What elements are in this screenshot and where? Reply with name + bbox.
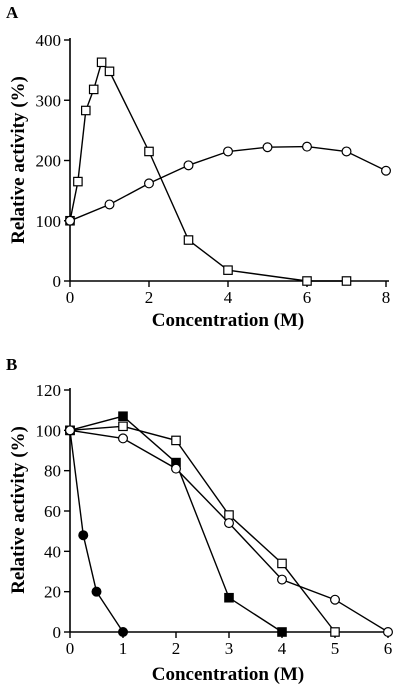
series-line — [69, 145, 387, 222]
x-tick-label: 2 — [145, 288, 154, 307]
y-tick-label: 120 — [36, 381, 62, 400]
panel-a-series — [64, 57, 392, 286]
data-point-open-circle — [117, 433, 128, 444]
data-point-open-square — [73, 176, 83, 187]
x-tick-label: 3 — [225, 639, 234, 658]
x-tick-label: 6 — [303, 288, 312, 307]
data-point-open-square — [96, 57, 107, 68]
panel-a-ylabel: Relative activity (%) — [8, 76, 29, 244]
series-open-circle — [64, 425, 394, 637]
series-filled-square — [65, 411, 287, 637]
data-point-open-square — [302, 276, 312, 286]
x-tick-label: 2 — [172, 639, 181, 658]
data-point-open-circle — [330, 594, 341, 605]
x-tick-label: 1 — [119, 639, 128, 658]
panel-a-xlabel: Concentration (M) — [152, 310, 305, 331]
panel-a-letter: A — [6, 3, 19, 22]
data-point-open-circle — [144, 178, 155, 189]
y-tick-label: 400 — [36, 31, 62, 50]
y-tick-label: 0 — [53, 272, 62, 291]
data-point-open-circle — [341, 146, 352, 157]
series-line — [69, 430, 124, 633]
data-point-open-circle — [262, 142, 273, 153]
panel-a-axes: 0 100 200 300 400 0 2 4 6 8 — [36, 31, 391, 307]
x-tick-label: 6 — [384, 639, 393, 658]
data-point-open-square — [330, 627, 340, 637]
data-point-open-square — [144, 146, 154, 157]
data-point-filled-square — [277, 627, 287, 637]
data-point-open-circle — [223, 146, 234, 157]
data-point-open-square — [88, 84, 99, 95]
data-point-open-circle — [104, 199, 115, 210]
y-tick-label: 100 — [36, 421, 62, 440]
x-tick-label: 8 — [382, 288, 391, 307]
data-point-open-circle — [277, 574, 288, 585]
y-tick-label: 300 — [36, 91, 62, 110]
data-point-open-circle — [224, 518, 235, 529]
data-point-open-square — [224, 510, 234, 520]
data-point-open-circle — [302, 141, 313, 152]
data-point-open-circle — [171, 463, 182, 474]
data-point-filled-square — [118, 411, 128, 422]
series-filled-circle — [64, 425, 128, 637]
data-point-open-circle — [383, 626, 394, 637]
chart-panel-b: B Relative activity (%) Concentration (M… — [6, 355, 394, 685]
data-point-open-circle — [381, 165, 392, 176]
y-tick-label: 100 — [36, 212, 62, 231]
x-tick-label: 4 — [224, 288, 233, 307]
chart-panel-a: A Relative activity (%) Concentration (M… — [6, 3, 392, 331]
panel-b-xlabel: Concentration (M) — [152, 664, 305, 685]
y-tick-label: 200 — [36, 152, 62, 171]
data-point-open-square — [118, 421, 128, 432]
data-point-filled-circle — [78, 530, 89, 541]
panel-b-axes: 0 20 40 60 80 100 120 0 1 2 3 4 5 6 — [36, 381, 393, 658]
y-tick-label: 0 — [53, 623, 62, 642]
data-point-filled-square — [224, 592, 234, 603]
data-point-open-square — [277, 558, 287, 569]
y-tick-label: 40 — [44, 542, 61, 561]
data-point-open-square — [341, 276, 352, 286]
y-tick-label: 80 — [44, 462, 61, 481]
panel-b-letter: B — [6, 355, 17, 374]
data-point-open-circle — [64, 215, 75, 226]
series-open-square — [65, 57, 352, 286]
data-point-open-square — [183, 235, 194, 245]
data-point-filled-circle — [91, 586, 102, 597]
data-point-open-square — [80, 105, 91, 116]
panel-b-series — [64, 411, 394, 637]
data-point-filled-circle — [117, 626, 128, 637]
series-open-circle — [64, 141, 392, 226]
x-tick-label: 0 — [66, 288, 75, 307]
data-point-open-square — [223, 265, 233, 275]
x-tick-label: 5 — [331, 639, 340, 658]
data-point-open-square — [104, 66, 115, 77]
data-point-open-circle — [183, 160, 194, 171]
x-tick-label: 4 — [278, 639, 287, 658]
series-line — [69, 425, 336, 633]
data-point-open-circle — [64, 425, 75, 436]
y-tick-label: 20 — [44, 583, 61, 602]
data-point-open-square — [171, 435, 181, 446]
x-tick-label: 0 — [66, 639, 75, 658]
y-tick-label: 60 — [44, 502, 61, 521]
panel-b-ylabel: Relative activity (%) — [8, 426, 29, 594]
series-line — [69, 60, 347, 282]
